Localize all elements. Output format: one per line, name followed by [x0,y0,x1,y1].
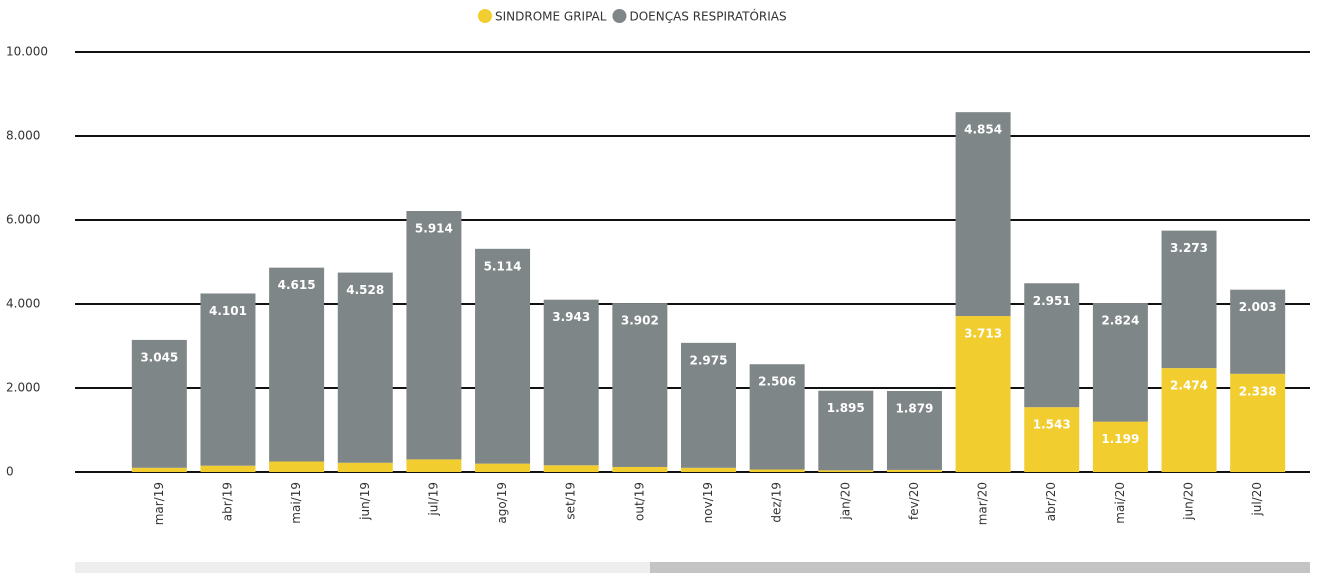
data-label: 5.114 [484,259,522,273]
y-tick-label: 0 [6,465,14,479]
bar-segment [955,112,1011,317]
bar-segment [955,316,1011,472]
data-label: 1.879 [895,401,933,415]
bar-segment [337,462,393,472]
data-label: 2.824 [1101,314,1139,328]
bar-segment [1024,407,1080,472]
data-label: 2.338 [1239,384,1277,398]
data-label: 2.474 [1170,379,1208,393]
bar-segment [406,211,462,460]
x-tick-label: abr/19 [220,482,234,521]
bar-segment [818,390,874,471]
x-tick-label: ago/19 [495,482,509,524]
x-tick-label: set/19 [564,482,578,520]
bar-segment [1092,421,1148,472]
bar-segment [749,469,805,472]
legend-marker [478,9,492,23]
data-label: 3.713 [964,327,1002,341]
scroll-thumb[interactable] [650,562,1310,573]
bar-segment [475,463,531,472]
data-label: 3.273 [1170,241,1208,255]
scroll-track [75,562,650,573]
bar-segment [681,467,736,472]
y-tick-label: 4.000 [6,297,40,311]
bar-segment [886,469,942,472]
bar-segment [1230,373,1286,472]
bar-segment [1161,230,1217,369]
data-label: 4.615 [278,278,316,292]
x-tick-label: fev/20 [907,482,921,520]
x-tick-label: jun/19 [358,482,372,521]
x-tick-label: jul/20 [1250,482,1264,517]
bar-segment [543,299,599,466]
bar-segment [1230,289,1286,374]
bar-segment [200,465,256,472]
x-tick-label: jan/20 [838,482,852,521]
bar-segment [886,390,942,470]
data-label: 2.506 [758,375,796,389]
data-label: 4.854 [964,123,1002,137]
bar-segment [269,267,325,462]
bar-segment [475,248,531,464]
data-label: 3.943 [552,310,590,324]
bar-segment [749,364,805,470]
x-tick-label: dez/19 [770,482,784,523]
x-tick-label: mai/19 [289,482,303,524]
legend-label: DOENÇAS RESPIRATÓRIAS [629,9,786,24]
bar-segment [543,465,599,472]
y-tick-label: 6.000 [6,213,40,227]
x-tick-label: out/19 [632,482,646,521]
bar-segment [131,467,187,472]
bar-segment [200,293,256,466]
y-tick-label: 10.000 [6,45,48,59]
x-tick-label: nov/19 [701,482,715,523]
data-label: 2.975 [690,353,728,367]
data-label: 2.003 [1239,300,1277,314]
data-label: 2.951 [1033,294,1071,308]
data-label: 1.543 [1033,418,1071,432]
data-label: 4.101 [209,304,247,318]
data-label: 1.895 [827,401,865,415]
bar-segment [1024,283,1080,408]
y-tick-label: 8.000 [6,129,40,143]
x-tick-label: jul/19 [426,482,440,517]
data-label: 1.199 [1101,432,1139,446]
data-label: 5.914 [415,222,453,236]
bar-segment [337,272,393,463]
bar-segment [681,342,736,468]
x-tick-label: mar/20 [976,482,990,525]
bar-segment [612,466,668,472]
bar-segment [131,339,187,468]
data-label: 3.902 [621,314,659,328]
x-tick-label: jun/20 [1182,482,1196,521]
bar-segment [1161,368,1217,472]
bar-segment [612,303,668,467]
y-tick-label: 2.000 [6,381,40,395]
legend-marker [612,9,627,23]
legend-label: SINDROME GRIPAL [495,10,607,24]
bar-segment [818,470,874,472]
data-label: 4.528 [346,283,384,297]
data-label: 3.045 [140,350,178,364]
bar-segment [406,459,462,472]
x-tick-label: mai/20 [1113,482,1127,524]
bar-segment [1092,303,1148,422]
x-tick-label: abr/20 [1044,482,1058,521]
bar-segment [269,461,325,472]
x-tick-label: mar/19 [152,482,166,525]
